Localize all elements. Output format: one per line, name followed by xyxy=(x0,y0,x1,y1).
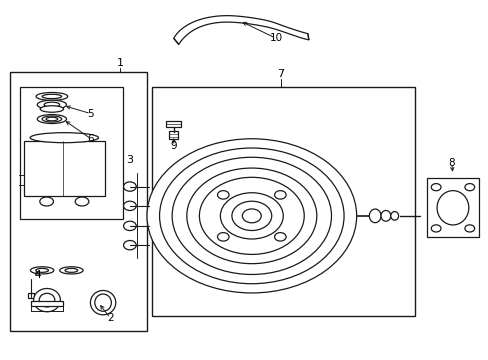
Circle shape xyxy=(123,201,136,211)
Circle shape xyxy=(274,233,285,241)
Ellipse shape xyxy=(60,267,83,274)
Circle shape xyxy=(217,233,228,241)
Circle shape xyxy=(123,182,136,191)
Text: 10: 10 xyxy=(269,33,282,43)
Text: 5: 5 xyxy=(87,109,94,119)
Bar xyxy=(20,87,122,220)
Bar xyxy=(10,72,147,330)
Text: 7: 7 xyxy=(277,69,284,79)
Circle shape xyxy=(123,221,136,230)
Bar xyxy=(31,301,62,306)
Ellipse shape xyxy=(37,100,66,109)
Circle shape xyxy=(274,191,285,199)
Text: 4: 4 xyxy=(34,270,41,280)
Ellipse shape xyxy=(30,267,54,274)
Text: 9: 9 xyxy=(170,141,177,151)
Ellipse shape xyxy=(40,106,63,112)
Ellipse shape xyxy=(42,116,61,122)
Circle shape xyxy=(199,177,304,255)
Text: 8: 8 xyxy=(447,158,454,168)
Text: 1: 1 xyxy=(117,58,123,68)
Circle shape xyxy=(231,201,271,230)
Ellipse shape xyxy=(90,291,116,315)
Bar xyxy=(166,121,181,127)
Ellipse shape xyxy=(34,288,61,312)
Bar xyxy=(24,140,104,196)
Bar xyxy=(169,131,178,139)
Text: 3: 3 xyxy=(126,155,133,165)
Ellipse shape xyxy=(368,209,380,223)
Circle shape xyxy=(123,240,136,250)
Bar xyxy=(152,87,414,316)
Circle shape xyxy=(220,193,283,239)
Ellipse shape xyxy=(380,211,390,221)
Text: 2: 2 xyxy=(107,313,114,323)
Bar xyxy=(427,178,478,237)
Ellipse shape xyxy=(75,197,89,206)
Text: 6: 6 xyxy=(87,134,94,144)
Polygon shape xyxy=(173,15,308,44)
Bar xyxy=(27,293,34,298)
Circle shape xyxy=(147,139,356,293)
Ellipse shape xyxy=(40,197,53,206)
Ellipse shape xyxy=(390,212,398,220)
Circle shape xyxy=(217,191,228,199)
Ellipse shape xyxy=(30,133,98,143)
Ellipse shape xyxy=(37,114,66,123)
